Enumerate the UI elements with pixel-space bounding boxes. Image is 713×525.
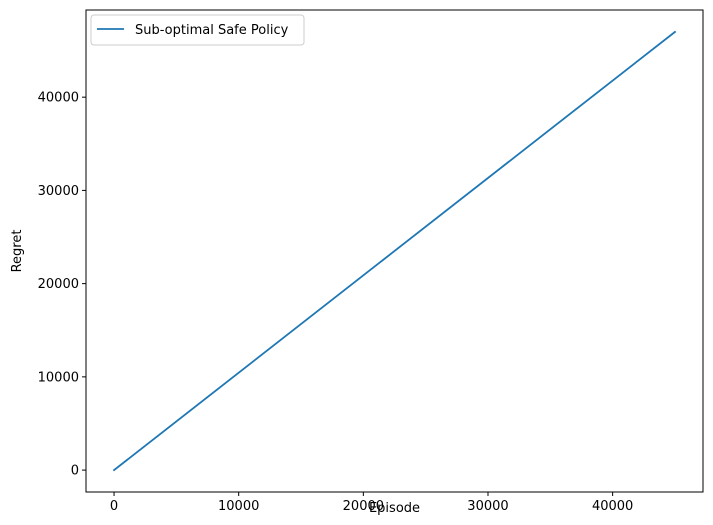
y-tick-label: 40000 bbox=[38, 91, 79, 106]
legend: Sub-optimal Safe Policy bbox=[90, 14, 305, 46]
y-tick-label: 30000 bbox=[38, 184, 79, 199]
x-tick-label: 40000 bbox=[592, 499, 633, 514]
series-layer bbox=[112, 30, 677, 472]
series-line-0 bbox=[112, 30, 677, 472]
x-axis-label: Episode bbox=[369, 501, 420, 516]
y-tick-label: 10000 bbox=[38, 370, 79, 385]
x-tick-label: 0 bbox=[110, 499, 118, 514]
y-tick-label: 20000 bbox=[38, 277, 79, 292]
y-tick-label: 0 bbox=[71, 464, 79, 479]
y-axis-ticks: 0 10000 20000 30000 40000 bbox=[38, 91, 86, 479]
plot-frame bbox=[85, 9, 704, 493]
y-axis-label: Regret bbox=[10, 230, 25, 273]
x-tick-label: 10000 bbox=[218, 499, 259, 514]
x-axis-ticks: 0 10000 20000 30000 40000 bbox=[110, 492, 633, 514]
legend-label: Sub-optimal Safe Policy bbox=[135, 23, 289, 38]
x-tick-label: 30000 bbox=[467, 499, 508, 514]
legend-box bbox=[90, 14, 305, 46]
x-tick-label: 20000 bbox=[343, 499, 384, 514]
